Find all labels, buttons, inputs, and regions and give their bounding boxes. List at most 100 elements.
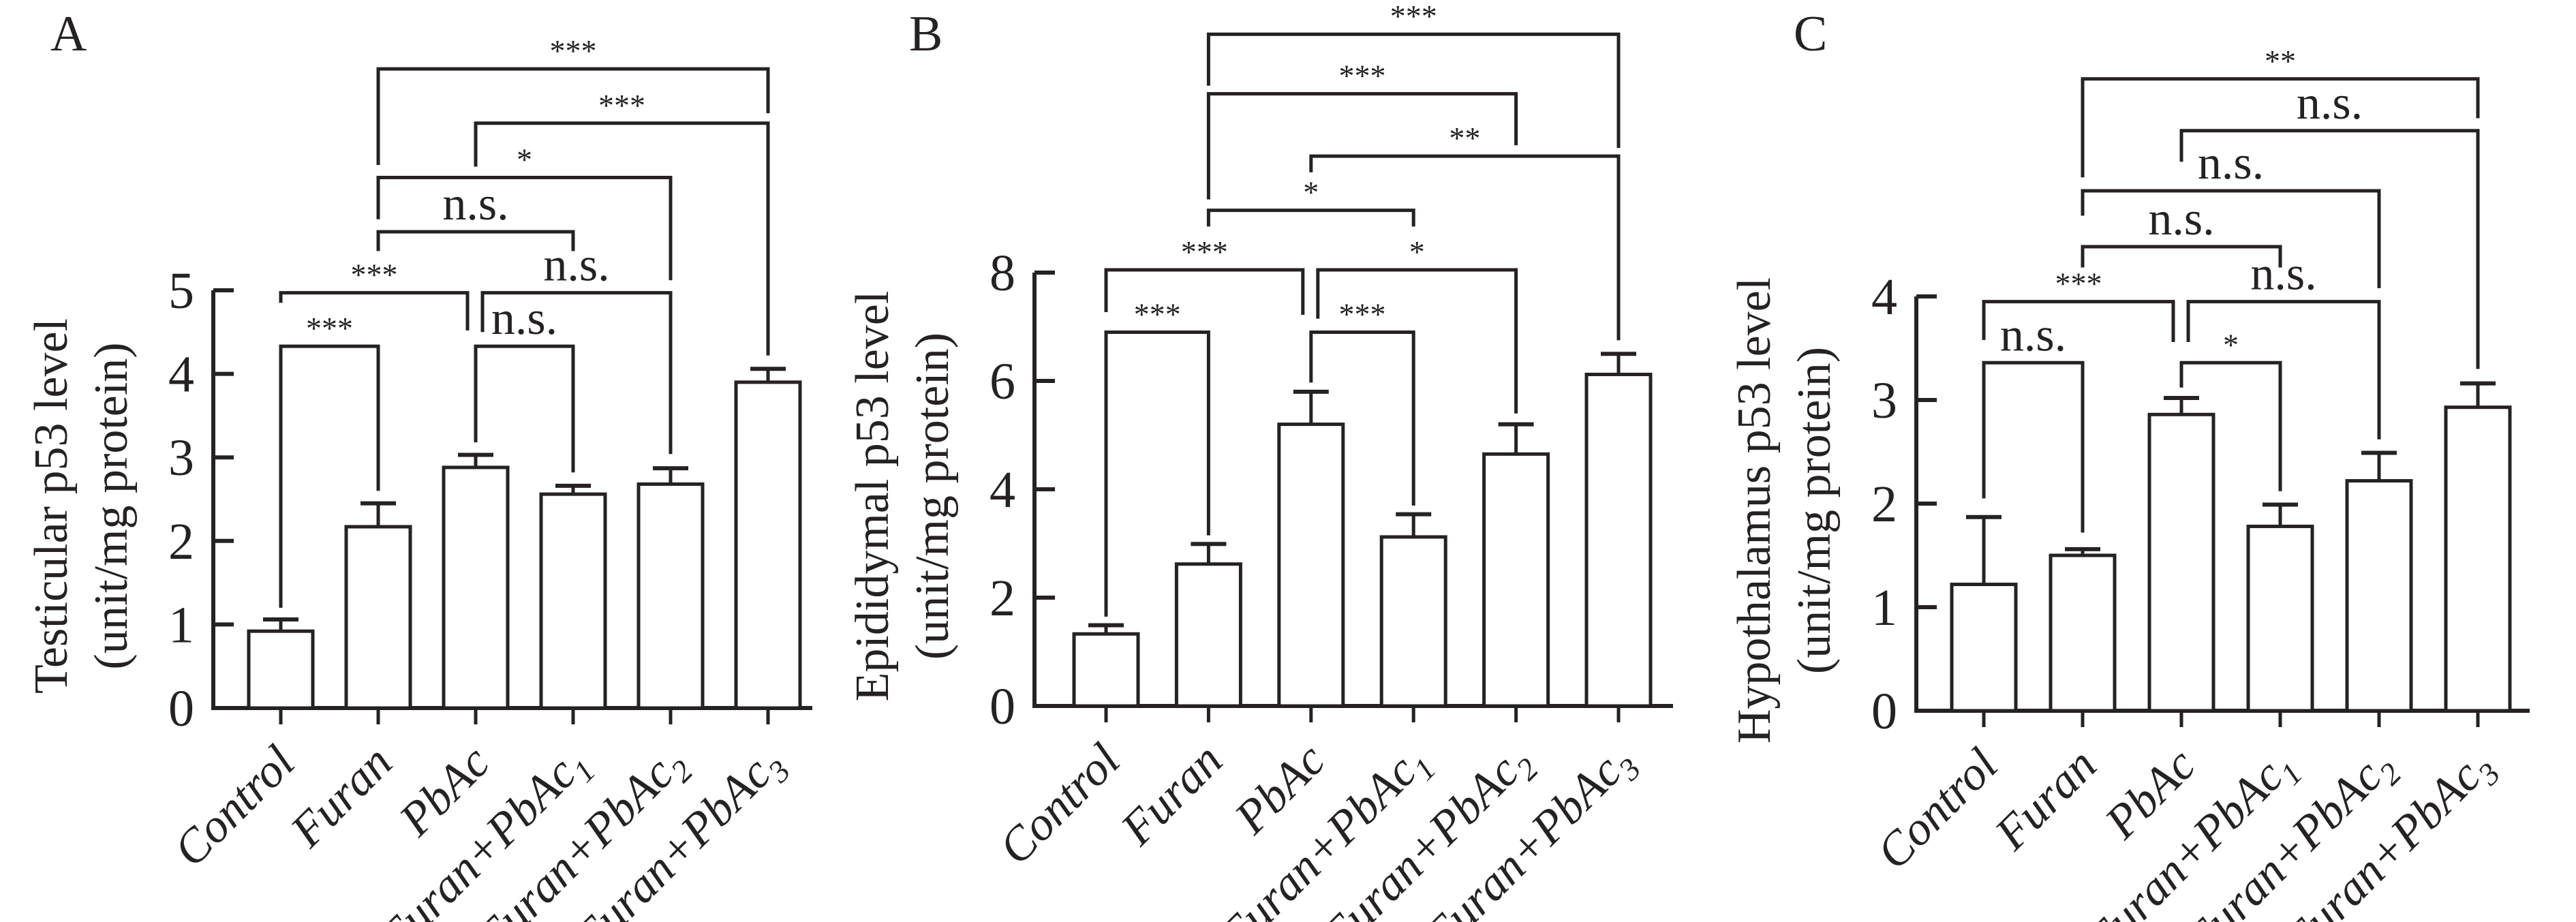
bar-Furan+PbAc3	[2444, 405, 2512, 713]
bar-Furan+PbAc3	[734, 380, 802, 710]
significance-label: n.s.	[2198, 137, 2264, 189]
panel-letter: A	[50, 6, 87, 62]
bar-PbAc	[442, 465, 510, 710]
significance-label: ***	[1390, 0, 1437, 33]
significance-bracket	[1316, 268, 1518, 414]
significance-label: ***	[598, 88, 645, 123]
significance-bracket	[474, 121, 770, 356]
y-tick-label: 2	[1871, 476, 1897, 533]
y-tick-label: 3	[1871, 372, 1897, 429]
y-tick-label: 0	[168, 680, 194, 737]
category-label: Control	[990, 734, 1131, 875]
y-tick-label: 4	[168, 346, 194, 403]
significance-label: n.s.	[543, 239, 609, 292]
bar-Furan+PbAc2	[1482, 452, 1550, 708]
significance-bracket	[2186, 300, 2381, 440]
bar-Furan	[2049, 553, 2117, 713]
bar-PbAc	[1277, 422, 1345, 708]
significance-bracket	[1206, 209, 1415, 227]
y-tick-label: 4	[990, 461, 1015, 519]
significance-label: *	[2223, 327, 2239, 362]
y-tick-label: 5	[168, 262, 194, 320]
bar-Furan+PbAc1	[539, 492, 607, 710]
significance-bracket	[1982, 300, 2175, 342]
bar-Control	[247, 629, 315, 710]
category-label: Control	[1867, 739, 2008, 880]
significance-bracket	[1309, 330, 1415, 506]
significance-bracket	[2081, 77, 2480, 178]
bar-Furan+PbAc1	[2246, 524, 2314, 713]
significance-bracket	[1206, 32, 1621, 149]
bar-Furan+PbAc2	[2345, 479, 2413, 713]
bar-Furan	[1174, 562, 1242, 708]
significance-bracket	[1982, 360, 2085, 533]
significance-label: *	[1409, 234, 1425, 269]
y-tick-label: 2	[990, 570, 1015, 627]
significance-label: ***	[1181, 234, 1228, 269]
significance-bracket	[2081, 245, 2282, 268]
significance-label: n.s.	[491, 292, 557, 345]
y-axis-title-line2: (unit/mg protein)	[85, 342, 138, 669]
significance-bracket	[474, 344, 575, 473]
significance-bracket	[279, 344, 380, 608]
axis-line	[1914, 296, 2530, 713]
significance-label: ***	[550, 33, 597, 68]
bar-PbAc	[2147, 412, 2215, 713]
y-tick-label: 0	[1871, 683, 1897, 740]
significance-label: ***	[1134, 296, 1181, 331]
y-tick-label: 4	[1871, 268, 1897, 326]
significance-label: n.s.	[2000, 309, 2066, 361]
category-label: Furan	[1984, 739, 2106, 861]
significance-bracket	[376, 230, 575, 251]
significance-label: ***	[1339, 59, 1386, 93]
category-label: Furan	[280, 736, 402, 858]
panel-A: A 0 1 2 3 4 5 Testicular p53 level (unit/mg prot…	[25, 6, 812, 922]
significance-label: **	[1449, 121, 1480, 155]
y-tick-label: 3	[168, 429, 194, 487]
significance-label: ***	[2055, 266, 2102, 301]
bar-Furan+PbAc1	[1379, 535, 1447, 708]
category-label: Control	[164, 736, 305, 877]
significance-bracket	[1104, 330, 1210, 617]
y-tick-label: 2	[168, 513, 194, 570]
y-tick-label: 6	[990, 353, 1015, 410]
axis-line	[1032, 273, 1673, 708]
significance-bracket	[480, 291, 673, 455]
bar-Furan+PbAc2	[637, 482, 705, 710]
y-tick-label: 8	[990, 245, 1015, 302]
significance-bracket	[2179, 360, 2282, 491]
significance-label: n.s.	[442, 178, 508, 230]
panel-letter: C	[1794, 6, 1827, 62]
y-axis-title-line1: Testicular p53 level	[25, 318, 78, 694]
axis-line	[211, 290, 812, 710]
bar-Furan	[344, 525, 412, 710]
significance-label: ***	[1339, 296, 1386, 331]
significance-bracket	[376, 175, 673, 281]
y-tick-label: 0	[990, 678, 1015, 735]
y-axis-title-line1: Epididymal p53 level	[846, 291, 899, 702]
significance-label: ***	[306, 311, 353, 345]
significance-label: *	[1303, 175, 1319, 210]
bar-Control	[1950, 583, 2018, 713]
category-label: Furan	[1111, 734, 1233, 856]
bar-Furan+PbAc3	[1584, 372, 1653, 708]
panel-letter: B	[909, 6, 942, 62]
significance-bracket	[2179, 129, 2480, 369]
significance-bracket	[1206, 92, 1518, 200]
significance-label: n.s.	[2297, 77, 2363, 129]
significance-bracket	[279, 291, 470, 331]
panel-C: C 0 1 2 3 4 Hypothalamus p53 level (unit/mg pro…	[1728, 6, 2530, 922]
y-axis-title-line2: (unit/mg protein)	[906, 333, 959, 660]
panel-B: B 0 2 4 6 8 Epididymal p53 level (unit/mg prote…	[846, 0, 1673, 922]
significance-label: n.s.	[2250, 248, 2316, 301]
y-axis-title-line1: Hypothalamus p53 level	[1728, 277, 1781, 743]
significance-bracket	[2081, 189, 2381, 288]
significance-label: *	[517, 142, 532, 176]
significance-bracket	[1309, 154, 1621, 341]
y-tick-label: 1	[168, 596, 194, 654]
y-axis-title-line2: (unit/mg protein)	[1788, 347, 1841, 674]
bar-Control	[1072, 632, 1140, 708]
significance-bracket	[1104, 268, 1305, 316]
